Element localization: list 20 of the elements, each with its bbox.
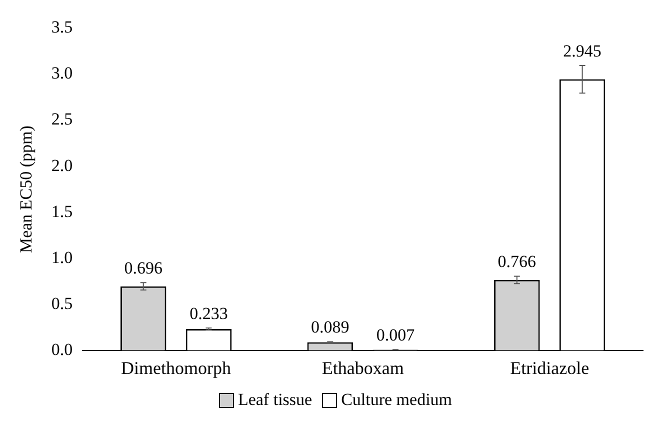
data-label: 0.089 (311, 318, 350, 337)
y-tick-label: 0.5 (51, 294, 73, 313)
x-tick-label: Dimethomorph (121, 358, 232, 378)
x-tick-label: Etridiazole (510, 358, 590, 378)
y-tick-label: 0.0 (51, 340, 73, 359)
y-tick-label: 1.5 (51, 202, 73, 221)
data-label: 0.007 (376, 326, 416, 345)
y-tick-label: 2.5 (51, 110, 73, 129)
y-tick-label: 2.0 (51, 156, 73, 175)
y-axis-title: Mean EC50 (ppm) (16, 126, 36, 254)
y-tick-label: 3.5 (51, 18, 73, 37)
y-tick-label: 1.0 (51, 248, 73, 267)
data-label: 2.945 (563, 41, 602, 60)
legend-label: Leaf tissue (238, 390, 312, 410)
legend-label: Culture medium (341, 390, 452, 410)
x-tick-label: Ethaboxam (322, 358, 404, 378)
data-label: 0.696 (124, 258, 162, 278)
data-label: 0.233 (190, 304, 228, 323)
y-tick-label: 3.0 (51, 64, 73, 83)
data-label: 0.766 (498, 252, 536, 272)
